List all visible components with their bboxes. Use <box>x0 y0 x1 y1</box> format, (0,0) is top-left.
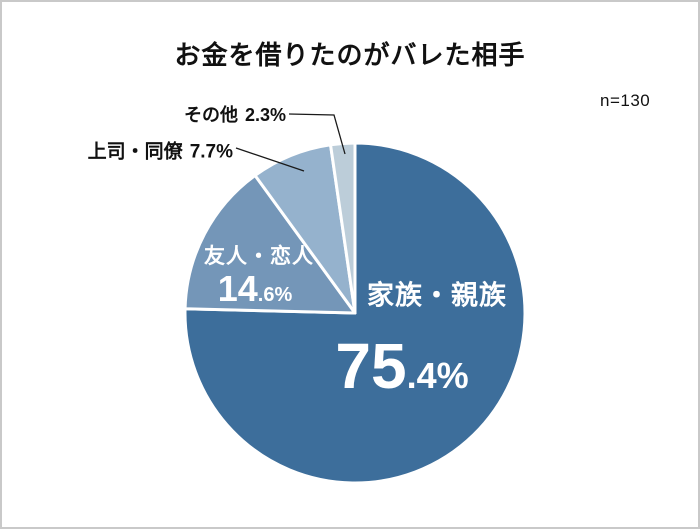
pie-slices <box>183 141 527 485</box>
callout-label-other: その他 2.3% <box>184 101 286 127</box>
segment-family-name: 家族・親族 <box>367 280 507 311</box>
segment-boss-name: 上司・同僚 <box>87 141 183 163</box>
segment-friend-percent-main: 14 <box>217 268 258 309</box>
segment-boss-percent: 7.7% <box>189 141 233 163</box>
sample-size-label: n=130 <box>600 91 651 110</box>
segment-family-percent-frac: .4% <box>406 355 469 396</box>
pie-slice-3 <box>329 141 357 315</box>
chart-title: お金を借りたのがバレた相手 <box>174 40 526 70</box>
segment-friend-percent: 14.6% <box>218 271 293 307</box>
segment-friend-name: 友人・恋人 <box>204 245 314 268</box>
segment-other-name: その他 <box>183 105 238 125</box>
callout-line-boss <box>235 147 305 172</box>
pie-slice-1 <box>183 173 357 315</box>
segment-family-percent: 75.4% <box>335 334 468 398</box>
segment-other-percent: 2.3% <box>244 105 286 125</box>
segment-family-percent-main: 75 <box>335 330 407 402</box>
callout-label-boss: 上司・同僚 7.7% <box>88 137 233 164</box>
segment-friend-percent-frac: .6% <box>257 284 293 306</box>
callout-line-other <box>288 113 346 155</box>
